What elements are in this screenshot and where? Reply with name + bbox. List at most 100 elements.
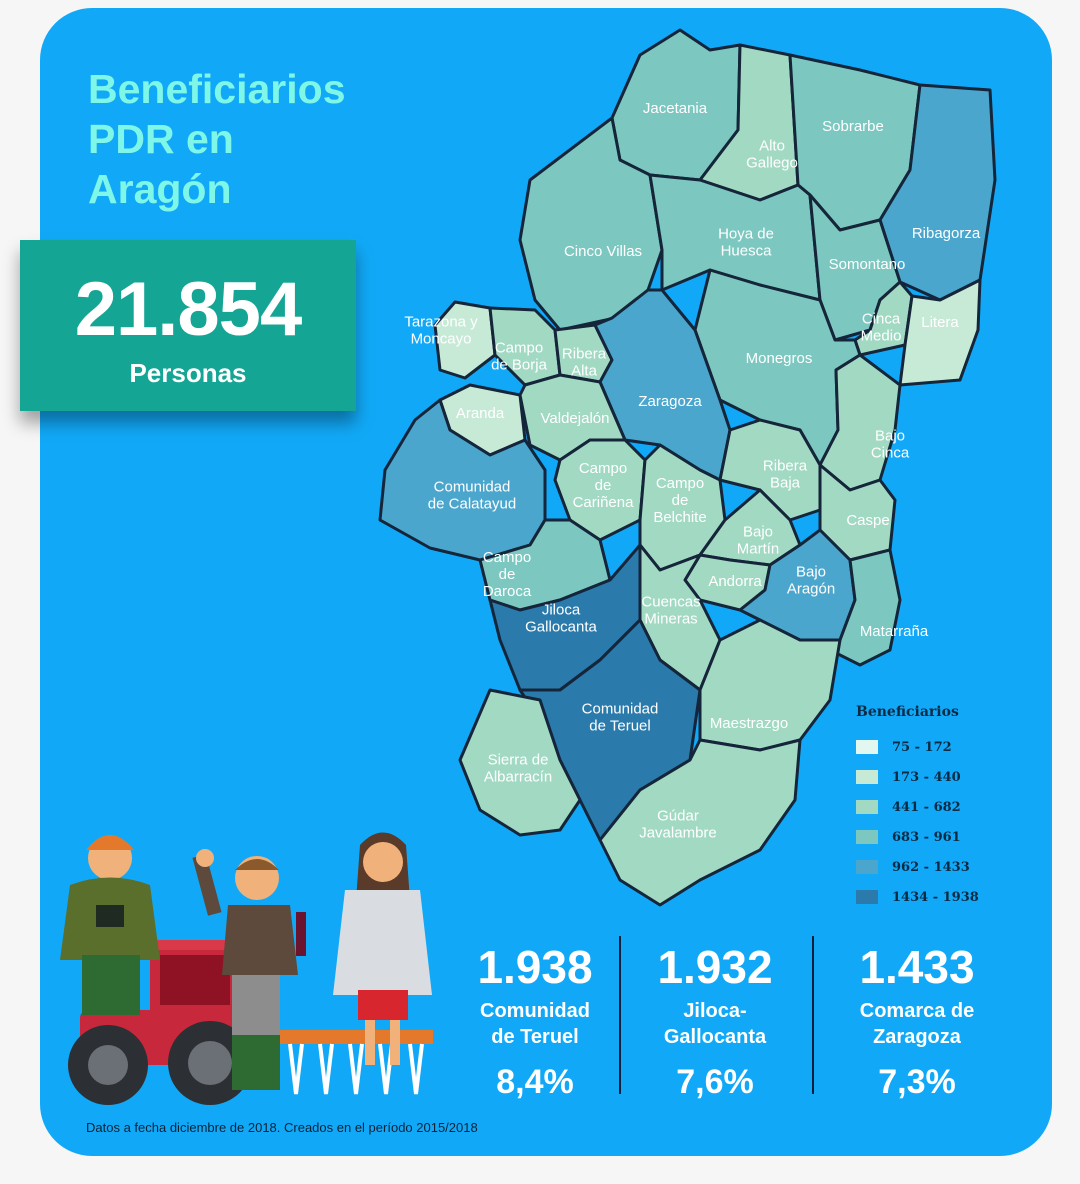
stat-divider	[812, 936, 814, 1094]
region-label: Monegros	[746, 350, 813, 367]
stat-value: 1.433	[859, 941, 975, 993]
legend-range-label: 1434 - 1938	[892, 889, 979, 905]
waving-man-figure	[192, 849, 298, 1090]
page-title: Beneficiarios PDR en Aragón	[88, 64, 408, 214]
region-label: Baja	[770, 475, 801, 492]
legend-item: 75 - 172	[856, 732, 1016, 762]
stat-name-line: Comunidad	[480, 1000, 590, 1022]
region-label: de Teruel	[589, 718, 650, 735]
total-value: 21.854	[74, 267, 302, 352]
region-label: Cinca	[871, 445, 910, 462]
region-label: Martín	[737, 541, 780, 558]
region-label: Bajo	[743, 524, 773, 541]
region-label: Bajo	[796, 564, 826, 581]
stat-name: Comunidad de Teruel	[440, 998, 630, 1050]
legend-item: 683 - 961	[856, 822, 1016, 852]
footnote: Datos a fecha diciembre de 2018. Creados…	[86, 1120, 478, 1135]
legend-item: 173 - 440	[856, 762, 1016, 792]
region-label: Cinco Villas	[564, 243, 642, 260]
region-label: Ribera	[562, 346, 607, 363]
legend-range-label: 173 - 440	[892, 769, 961, 785]
region-sierra-de-albarracin[interactable]	[458, 688, 582, 837]
legend-swatch	[856, 860, 878, 874]
region-label: Gallego	[746, 155, 798, 172]
region-label: Gallocanta	[525, 619, 597, 636]
region-label: Daroca	[483, 583, 532, 600]
legend-range-label: 441 - 682	[892, 799, 961, 815]
region-label: Jacetania	[643, 100, 708, 117]
stat-value: 1.932	[657, 941, 773, 993]
legend-swatch	[856, 890, 878, 904]
region-label: Mineras	[644, 611, 697, 628]
stat-value: 1.938	[477, 941, 593, 993]
region-label: Tarazona y	[404, 314, 478, 331]
region-label: Comunidad	[582, 701, 659, 718]
legend-range-label: 962 - 1433	[892, 859, 970, 875]
region-label: Bajo	[875, 428, 905, 445]
legend-item: 1434 - 1938	[856, 882, 1016, 912]
region-label: Campo	[495, 340, 543, 357]
region-label: Aragón	[787, 581, 835, 598]
region-label: Campo	[483, 549, 531, 566]
title-line: PDR en	[88, 116, 234, 162]
region-label: Andorra	[708, 573, 762, 590]
region-label: Medio	[861, 328, 902, 345]
region-label: Caspe	[846, 512, 889, 529]
region-label: Alta	[571, 363, 598, 380]
map-legend: Beneficiarios 75 - 172 173 - 440 441 - 682…	[856, 704, 1016, 912]
legend-swatch	[856, 830, 878, 844]
region-label: Cariñena	[573, 494, 635, 511]
region-label: Huesca	[721, 243, 773, 260]
stat-comunidad-de-teruel: 1.938 Comunidad de Teruel 8,4%	[440, 940, 630, 1102]
legend-swatch	[856, 740, 878, 754]
stat-name-line: Jiloca-	[683, 1000, 747, 1022]
stat-percent: 7,3%	[878, 1063, 956, 1101]
region-label: Cuencas	[641, 594, 700, 611]
region-label: Sobrarbe	[822, 118, 884, 135]
region-label: Jiloca	[542, 602, 581, 619]
stat-divider	[619, 936, 621, 1094]
stat-percent: 7,6%	[676, 1063, 754, 1101]
region-label: Cinca	[862, 311, 901, 328]
region-label: Ribagorza	[912, 225, 981, 242]
region-label: Maestrazgo	[710, 715, 788, 732]
region-label: de Borja	[491, 357, 548, 374]
region-label: Aranda	[456, 405, 505, 422]
stat-percent: 8,4%	[496, 1063, 574, 1101]
region-gudar-javalambre[interactable]	[598, 738, 802, 907]
region-label: Hoya de	[718, 226, 774, 243]
legend-item: 441 - 682	[856, 792, 1016, 822]
region-label: Matarraña	[860, 623, 929, 640]
title-line: Aragón	[88, 166, 232, 212]
region-label: Litera	[921, 314, 959, 331]
legend-item: 962 - 1433	[856, 852, 1016, 882]
legend-swatch	[856, 770, 878, 784]
region-label: de	[499, 566, 516, 583]
legend-title: Beneficiarios	[856, 704, 959, 720]
stat-comarca-de-zaragoza: 1.433 Comarca de Zaragoza 7,3%	[822, 940, 1012, 1102]
region-label: de	[595, 477, 612, 494]
region-label: Moncayo	[411, 331, 472, 348]
region-label: Zaragoza	[638, 393, 702, 410]
stat-jiloca-gallocanta: 1.932 Jiloca- Gallocanta 7,6%	[620, 940, 810, 1102]
region-label: Gúdar	[657, 808, 699, 825]
region-matarrana[interactable]	[828, 548, 902, 667]
total-beneficiaries-box: 21.854 Personas	[20, 240, 356, 411]
region-label: Alto	[759, 138, 785, 155]
stat-name: Jiloca- Gallocanta	[620, 998, 810, 1050]
region-label: de	[672, 492, 689, 509]
region-label: de Calatayud	[428, 496, 516, 513]
stat-name-line: Comarca de	[859, 1000, 975, 1022]
region-label: Campo	[656, 475, 704, 492]
region-label: Somontano	[829, 256, 906, 273]
legend-swatch	[856, 800, 878, 814]
region-litera[interactable]	[898, 278, 982, 387]
farmer-figure	[60, 835, 160, 1015]
legend-range-label: 683 - 961	[892, 829, 961, 845]
region-label: Javalambre	[639, 825, 717, 842]
title-line: Beneficiarios	[88, 66, 346, 112]
region-label: Belchite	[653, 509, 706, 526]
region-label: Ribera	[763, 458, 808, 475]
stat-name-line: Gallocanta	[663, 1026, 767, 1048]
woman-figure	[296, 832, 432, 1065]
